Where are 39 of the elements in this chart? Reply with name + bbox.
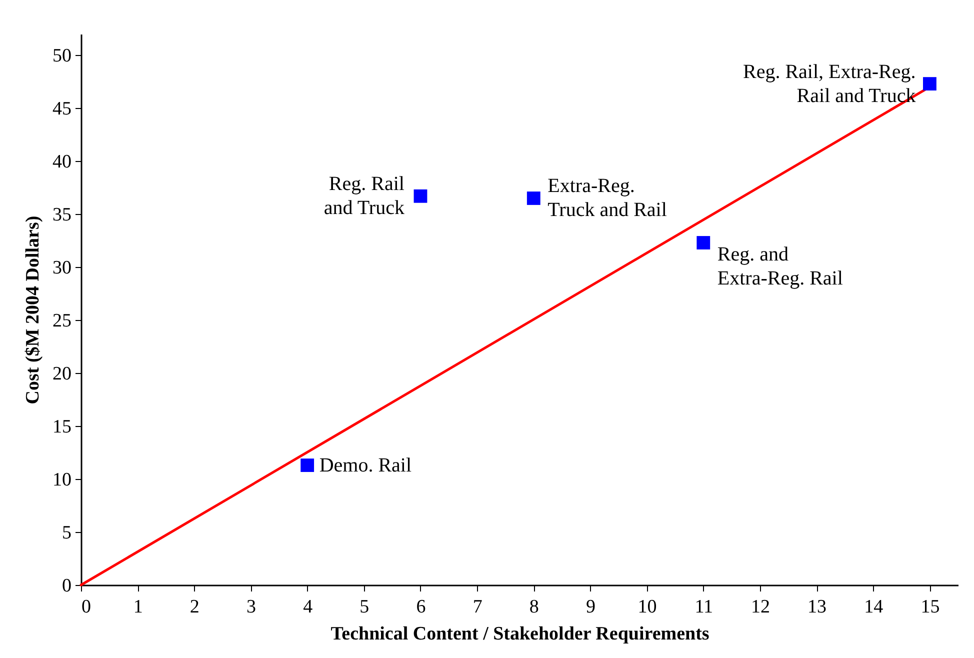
annotation: Reg. Rail, Extra-Reg. Rail and Truck (742, 60, 916, 107)
y-axis-title: Cost ($M 2004 Dollars) (22, 216, 44, 404)
x-tick-label: 1 (133, 596, 143, 618)
point (923, 77, 936, 91)
y-tick-label: 30 (52, 258, 72, 279)
y-tick-label: 25 (52, 310, 72, 332)
y-tick-label: 35 (52, 204, 72, 226)
x-tick-label: 6 (416, 596, 426, 618)
x-tick-label: 0 (82, 596, 91, 618)
annotation: Extra-Reg. Truck and Rail (548, 175, 668, 222)
x-tick-label: 7 (472, 596, 482, 618)
y-tick-label: 20 (52, 364, 72, 385)
point (414, 189, 428, 203)
x-tick-label: 11 (694, 596, 714, 618)
x-tick-label: 15 (920, 596, 940, 618)
annotation: Reg. and Extra-Reg. Rail (717, 244, 844, 290)
x-tick-label: 12 (750, 596, 770, 618)
x-tick-label: 2 (190, 596, 200, 618)
y-tick-label: 15 (52, 416, 72, 438)
y-tick-label: 5 (62, 522, 72, 544)
y-tick-label: 50 (52, 46, 72, 67)
y-tick-label: 40 (52, 152, 72, 173)
x-tick-label: 13 (808, 596, 827, 618)
point (300, 458, 314, 472)
x-axis-title: Technical Content / Stakeholder Requirements (330, 624, 710, 644)
x-tick-label: 3 (246, 596, 256, 618)
annotation: Reg. Rail and Truck (324, 173, 405, 220)
y-tick-label: 45 (52, 98, 72, 120)
x-tick-label: 10 (638, 596, 657, 618)
x-tick-label: 14 (864, 596, 884, 618)
x-tick-label: 9 (586, 596, 596, 618)
point (526, 192, 540, 205)
point (696, 236, 710, 250)
x-tick-label: 5 (360, 596, 370, 618)
annotation: Demo. Rail (319, 454, 412, 476)
y-tick-label: 10 (52, 470, 72, 491)
y-tick-label: 0 (62, 576, 72, 596)
x-tick-label: 4 (303, 596, 314, 618)
x-tick-label: 8 (529, 596, 539, 618)
